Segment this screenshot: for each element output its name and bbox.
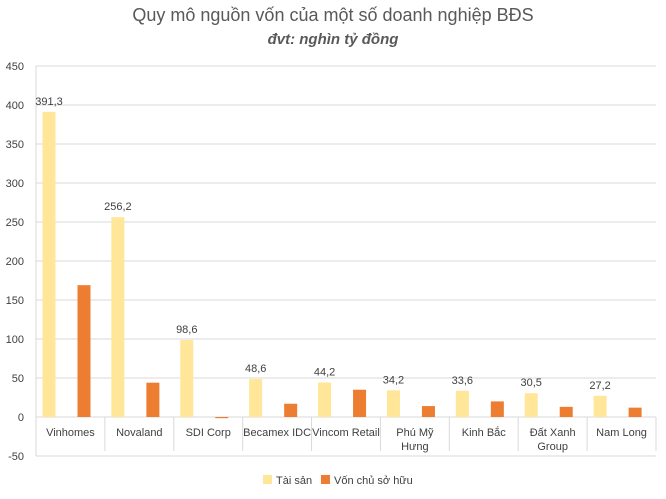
bar-tai-san <box>593 395 607 417</box>
x-axis: Vinhomes Novaland SDI Corp Becamex IDC Vinco… <box>46 426 647 453</box>
legend-label: Tài sản <box>276 475 312 487</box>
y-tick-label: 200 <box>6 256 24 268</box>
legend-swatch <box>321 475 330 484</box>
bar-von-chu-so-huu <box>421 406 435 417</box>
bar-von-chu-so-huu <box>559 406 573 417</box>
legend-swatch <box>263 475 272 484</box>
bar-von-chu-so-huu <box>284 403 298 417</box>
data-label: 391,3 <box>35 96 63 108</box>
category-label: Đất Xanh <box>530 427 576 439</box>
bar-tai-san <box>318 382 332 417</box>
category-label: SDI Corp <box>186 427 231 439</box>
y-tick-label: 250 <box>6 217 24 229</box>
bar-von-chu-so-huu <box>353 389 367 417</box>
bar-von-chu-so-huu <box>490 401 504 417</box>
data-label: 33,6 <box>452 375 473 387</box>
legend-label: Vốn chủ sở hữu <box>334 475 413 487</box>
data-label: 44,2 <box>314 367 335 379</box>
legend: Tài sản Vốn chủ sở hữu <box>263 475 413 487</box>
y-tick-label: 300 <box>6 178 24 190</box>
chart-subtitle: đvt: nghìn tỷ đồng <box>268 31 399 48</box>
bar-tai-san <box>111 217 125 417</box>
category-label: Vinhomes <box>46 427 95 439</box>
y-tick-label: 150 <box>6 295 24 307</box>
category-label: Group <box>537 441 568 453</box>
category-label: Nam Long <box>596 427 647 439</box>
bar-tai-san <box>524 393 538 417</box>
y-tick-label: 400 <box>6 100 24 112</box>
category-label: Novaland <box>116 427 162 439</box>
bar-tai-san <box>180 340 194 417</box>
bar-tai-san <box>249 379 263 417</box>
bar-von-chu-so-huu <box>628 407 642 417</box>
bar-tai-san <box>42 111 56 417</box>
gridlines <box>35 65 657 457</box>
bar-von-chu-so-huu <box>77 285 91 417</box>
bars: 391,3 256,2 98,6 48,6 44,2 34,2 33,6 30,5 27,2 <box>35 96 642 419</box>
category-label: Phú Mỹ <box>396 427 434 439</box>
chart-title: Quy mô nguồn vốn của một số doanh nghiệp… <box>132 5 533 25</box>
data-label: 256,2 <box>104 201 132 213</box>
bar-von-chu-so-huu <box>215 417 229 419</box>
bar-tai-san <box>455 390 469 417</box>
category-label: Hưng <box>401 441 429 453</box>
category-label: Kinh Bắc <box>462 426 507 439</box>
y-tick-label: 50 <box>12 373 24 385</box>
y-tick-label: 0 <box>18 412 24 424</box>
category-label: Becamex IDC <box>243 427 311 439</box>
data-label: 34,2 <box>383 374 404 386</box>
y-tick-label: 450 <box>6 61 24 73</box>
data-label: 27,2 <box>589 380 610 392</box>
y-axis: -50 0 50 100 150 200 250 300 350 400 450 <box>6 61 24 463</box>
y-tick-label: 350 <box>6 139 24 151</box>
data-label: 30,5 <box>521 377 542 389</box>
y-tick-label: 100 <box>6 334 24 346</box>
bar-tai-san <box>386 390 400 417</box>
category-label: Vincom Retail <box>312 427 380 439</box>
bar-von-chu-so-huu <box>146 382 160 417</box>
data-label: 48,6 <box>245 363 266 375</box>
data-label: 98,6 <box>176 324 197 336</box>
y-tick-label: -50 <box>8 451 24 463</box>
